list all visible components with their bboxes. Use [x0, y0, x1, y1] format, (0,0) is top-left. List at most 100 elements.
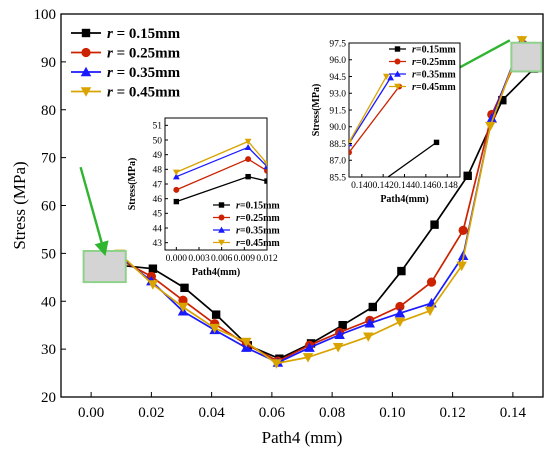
legend-label: r=0.45mm: [412, 82, 456, 93]
y-tick-label: 49: [153, 151, 163, 161]
legend-marker: [81, 47, 91, 58]
series-line: [349, 76, 387, 143]
data-point: [349, 139, 353, 146]
legend-label: r=0.35mm: [412, 70, 456, 81]
data-point: [426, 277, 437, 287]
data-point: [485, 121, 496, 132]
legend-label-text: =0.35mm: [240, 226, 281, 237]
y-tick-label: 87.0: [329, 157, 346, 167]
y-tick-label: 50: [153, 136, 163, 146]
y-tick-label: 96.0: [329, 56, 346, 66]
data-point: [395, 301, 405, 312]
data-point: [211, 310, 221, 319]
legend-label-var: r: [236, 238, 240, 249]
y-tick-label: 60: [41, 199, 56, 215]
legend-marker: [218, 214, 225, 221]
y-tick-label: 50: [41, 246, 56, 262]
y-tick-label: 48: [153, 166, 163, 176]
plot-frame: [60, 13, 544, 398]
x-tick-label: 0.00: [78, 405, 104, 421]
legend-label-var: r: [107, 26, 113, 42]
data-point: [148, 264, 158, 273]
data-point: [458, 225, 468, 236]
y-axis-title: Stress(MPa): [127, 158, 138, 211]
x-tick-label: 0.12: [440, 405, 466, 421]
x-tick-label: 0.012: [256, 254, 278, 264]
legend-label-var: r: [236, 201, 240, 212]
data-point: [173, 198, 180, 205]
legend-marker: [394, 46, 401, 52]
data-point: [177, 302, 189, 313]
data-point: [387, 74, 394, 81]
legend-label: r=0.15mm: [412, 45, 456, 56]
y-tick-label: 40: [41, 294, 56, 310]
y-tick-label: 46: [153, 195, 163, 205]
legend-label-var: r: [412, 82, 416, 93]
legend-label: r=0.25mm: [412, 57, 456, 68]
legend-marker: [80, 66, 92, 77]
y-tick-label: 44: [153, 224, 163, 234]
data-point: [433, 139, 440, 146]
y-tick-label: 100: [34, 7, 57, 23]
legend-label-var: r: [412, 45, 416, 56]
legend-label-var: r: [412, 57, 416, 68]
legend-marker: [394, 70, 401, 77]
legend-marker: [394, 83, 401, 90]
x-axis-title: Path4(mm): [380, 194, 428, 205]
x-tick-label: 0.06: [259, 405, 286, 421]
inset-chart-left: 0.000 0.003 0.006 0.009 0.012 43 44 45 46 47 48 49 5…: [127, 117, 281, 278]
legend-label-text: = 0.25mm: [113, 46, 181, 62]
x-tick-label: 0.142: [372, 181, 394, 191]
x-tick-label: 0.144: [394, 181, 416, 191]
y-tick-label: 47: [153, 180, 163, 190]
data-point: [338, 320, 347, 330]
x-tick-label: 0.02: [138, 405, 164, 421]
zoom-arrow: [79, 166, 109, 257]
y-tick-label: 20: [41, 390, 56, 406]
data-point: [332, 343, 344, 353]
data-point: [394, 307, 406, 318]
data-point: [394, 317, 406, 328]
legend-label-text: =0.45mm: [416, 82, 457, 93]
data-point: [264, 167, 267, 174]
data-point: [486, 113, 498, 123]
x-tick-label: 0.146: [415, 181, 437, 191]
legend-marker: [218, 239, 225, 246]
data-point: [180, 283, 189, 293]
legend-label-var: r: [107, 46, 113, 62]
y-tick-label: 85.5: [329, 173, 346, 183]
data-point: [172, 169, 180, 176]
data-point: [349, 149, 352, 156]
data-point: [241, 337, 252, 348]
x-tick-label: 0.14: [500, 405, 527, 421]
y-tick-label: 91.5: [329, 106, 346, 116]
data-point: [463, 171, 472, 181]
x-axis-title: Path4(mm): [192, 267, 240, 278]
plot-area: [172, 138, 267, 205]
data-point: [244, 143, 252, 151]
data-point: [173, 186, 180, 193]
legend-label-text: =0.15mm: [240, 201, 281, 212]
x-tick-label: 0.140: [351, 181, 373, 191]
legend-label-text: =0.25mm: [240, 213, 281, 224]
x-tick-label: 0.000: [166, 254, 188, 264]
data-point: [304, 342, 315, 352]
legend-label-var: r: [107, 85, 113, 101]
data-point: [397, 266, 406, 276]
x-tick-label: 0.006: [211, 254, 233, 264]
y-tick-label: 94.5: [329, 73, 346, 83]
x-tick-label: 0.148: [437, 181, 459, 191]
y-axis-title: Stress (MPa): [10, 161, 29, 249]
zoom-highlight-box: [510, 41, 543, 73]
data-point: [516, 36, 528, 46]
y-tick-label: 51: [153, 122, 163, 132]
data-point: [172, 173, 180, 180]
legend-label-text: =0.15mm: [416, 45, 457, 56]
y-tick-label: 88.5: [329, 140, 346, 150]
data-point: [264, 178, 267, 184]
legend-label: r = 0.45mm: [107, 85, 181, 101]
series-line: [349, 77, 392, 144]
legend-label-text: = 0.45mm: [113, 85, 181, 101]
